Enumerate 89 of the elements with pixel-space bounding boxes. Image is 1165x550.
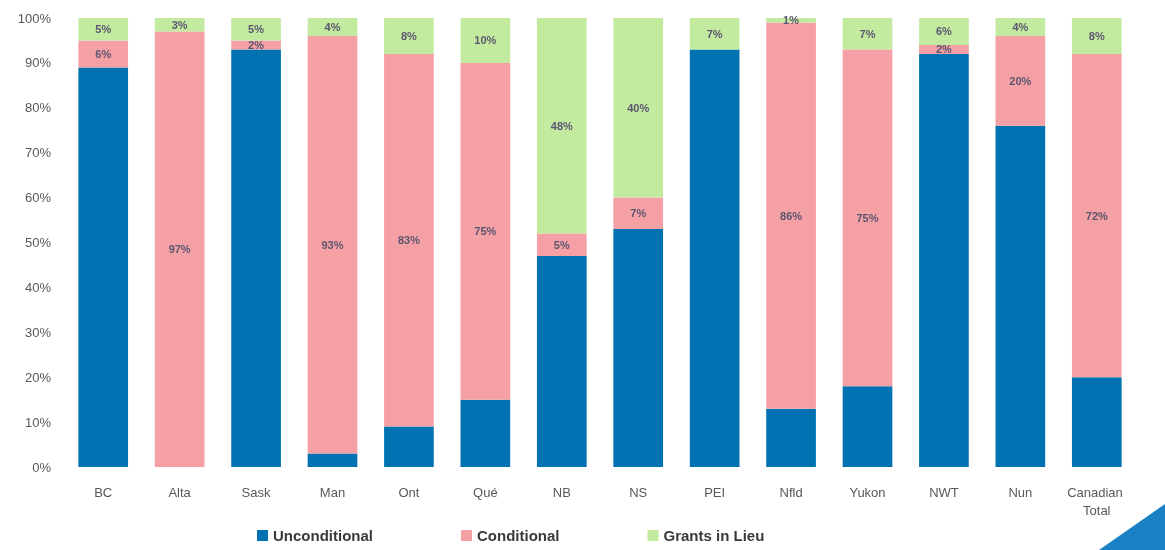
data-label: 97% — [168, 243, 191, 256]
bar — [307, 453, 358, 467]
x-tick-label: Nun — [1008, 484, 1033, 500]
bar — [766, 408, 816, 467]
bar — [689, 49, 740, 467]
bar — [231, 49, 281, 467]
bar — [995, 125, 1046, 467]
bar — [384, 426, 434, 467]
y-tick-label: 40% — [24, 279, 52, 295]
data-label: 2% — [935, 43, 953, 56]
bar — [78, 67, 129, 467]
y-tick-label: 50% — [24, 235, 52, 250]
bar — [842, 386, 893, 467]
bar — [78, 40, 129, 68]
bar — [536, 18, 587, 234]
y-tick-label: 60% — [24, 190, 52, 206]
x-tick-label: Sask — [241, 484, 272, 500]
bar — [1071, 53, 1122, 378]
y-tick-label: 90% — [24, 55, 52, 71]
data-label: 48% — [550, 119, 574, 132]
data-label: 7% — [859, 27, 876, 40]
x-tick-label: BC — [94, 484, 113, 500]
bar — [307, 35, 358, 454]
data-label: 86% — [780, 209, 803, 222]
bar — [78, 18, 129, 41]
x-tick-label: NWT — [929, 484, 959, 500]
x-tick-label: Alta — [168, 484, 192, 500]
y-tick-label: 0% — [32, 459, 52, 475]
data-label: 8% — [400, 29, 418, 42]
data-label: 1% — [783, 14, 800, 27]
x-tick-label: Qué — [473, 484, 498, 500]
bar — [613, 229, 664, 467]
x-tick-label: PEI — [704, 484, 726, 500]
data-label: 8% — [1088, 29, 1105, 42]
bar — [1071, 377, 1122, 467]
legend-label: Unconditional — [273, 527, 373, 544]
bar — [689, 18, 740, 50]
bar — [154, 31, 205, 467]
data-label: 6% — [935, 25, 953, 38]
bar — [231, 18, 281, 41]
bar — [460, 399, 511, 467]
legend-label: Conditional — [476, 527, 560, 544]
y-tick-label: 100% — [17, 10, 52, 26]
data-label: 4% — [1012, 20, 1029, 33]
y-tick-label: 30% — [24, 324, 52, 340]
data-label: 6% — [95, 47, 112, 60]
bar — [384, 18, 434, 54]
data-label: 7% — [706, 27, 723, 40]
bar — [995, 35, 1046, 126]
legend-label: Grants in Lieu — [663, 527, 765, 544]
y-tick-label: 20% — [24, 369, 52, 385]
x-tick-label: Ont — [398, 484, 420, 500]
bar — [536, 233, 587, 256]
bar — [536, 255, 587, 467]
data-label: 83% — [397, 234, 421, 247]
x-tick-label: Man — [319, 484, 346, 500]
x-tick-label: Nfld — [779, 484, 803, 500]
bar — [613, 18, 664, 198]
data-label: 4% — [324, 20, 341, 33]
x-tick-label: NS — [629, 484, 648, 500]
data-label: 7% — [630, 207, 647, 220]
x-tick-label: Canadian Total — [1067, 484, 1127, 518]
data-label: 93% — [321, 238, 344, 251]
x-tick-label: NB — [552, 484, 571, 500]
x-tick-label: Yukon — [849, 484, 886, 500]
bar — [613, 197, 664, 230]
y-tick-label: 10% — [24, 414, 52, 430]
bar — [766, 22, 816, 409]
data-label: 20% — [1009, 74, 1032, 87]
y-tick-label: 80% — [24, 100, 52, 116]
data-label: 72% — [1085, 209, 1109, 222]
data-label: 2% — [248, 38, 265, 51]
data-label: 40% — [627, 101, 650, 114]
data-label: 10% — [474, 34, 497, 47]
bar — [919, 18, 969, 45]
bar — [1071, 18, 1122, 54]
y-tick-label: 70% — [24, 145, 52, 161]
bar — [460, 18, 511, 63]
bar — [842, 18, 893, 50]
data-label: 5% — [248, 23, 265, 36]
bar — [842, 49, 893, 387]
data-label: 5% — [553, 238, 570, 251]
bar — [384, 53, 434, 427]
data-label: 75% — [856, 211, 879, 224]
data-label: 3% — [171, 18, 188, 31]
bar — [460, 62, 511, 400]
bar — [919, 53, 969, 467]
data-label: 5% — [95, 23, 112, 36]
data-label: 75% — [474, 225, 497, 238]
